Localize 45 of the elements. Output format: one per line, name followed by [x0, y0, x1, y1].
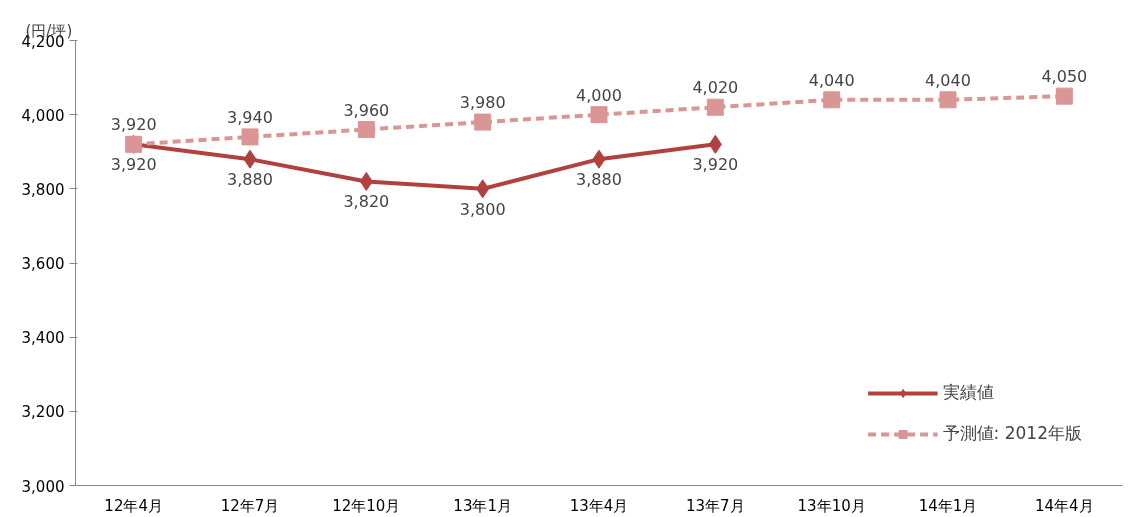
data-label: 3,980 [459, 93, 506, 113]
point [359, 171, 373, 191]
data-label: 3,880 [576, 170, 622, 190]
data-label: 3,920 [110, 115, 157, 135]
point [241, 128, 259, 146]
x-tick-label: 13年4月 [569, 496, 629, 515]
data-label: 3,800 [459, 199, 506, 219]
legend-label: 実績値 [942, 381, 994, 404]
data-label: 4,020 [692, 78, 739, 98]
x-tick-label: 12年10月 [332, 496, 401, 515]
x-tick-label: 12年4月 [104, 496, 163, 515]
point [357, 121, 375, 138]
point [823, 91, 841, 109]
point [243, 149, 257, 169]
point [592, 149, 606, 169]
data-label: 3,920 [110, 155, 157, 175]
y-tick-label: 3,400 [21, 329, 65, 348]
point [1055, 87, 1073, 105]
x-tick-label: 13年1月 [453, 496, 512, 515]
x-tick-label: 13年10月 [797, 496, 866, 515]
point [474, 113, 492, 131]
data-label: 3,960 [343, 100, 390, 120]
y-tick-label: 3,000 [21, 477, 65, 496]
legend-label: 予測値: 2012年版 [942, 422, 1082, 445]
point [939, 91, 957, 109]
data-label: 3,940 [227, 107, 273, 127]
point [476, 179, 490, 199]
x-tick-label: 13年7月 [686, 496, 745, 515]
data-label: 3,920 [692, 155, 739, 175]
y-tick-label: 3,200 [21, 403, 65, 422]
data-label: 3,880 [227, 170, 273, 190]
x-tick-label: 12年7月 [220, 496, 280, 515]
point [590, 106, 608, 124]
y-tick-label: 3,600 [21, 255, 65, 273]
y-tick-label: 3,800 [21, 180, 65, 199]
x-tick-label: 14年1月 [918, 496, 978, 515]
y-tick-label: 4,000 [21, 106, 65, 125]
data-label: 4,040 [925, 70, 971, 90]
data-label: 4,000 [576, 85, 622, 105]
x-tick-label: 14年4月 [1035, 496, 1094, 515]
data-label: 3,820 [343, 192, 390, 212]
data-label: 4,050 [1041, 67, 1088, 87]
point [706, 98, 724, 116]
point [708, 134, 722, 154]
data-label: 4,040 [808, 70, 855, 90]
